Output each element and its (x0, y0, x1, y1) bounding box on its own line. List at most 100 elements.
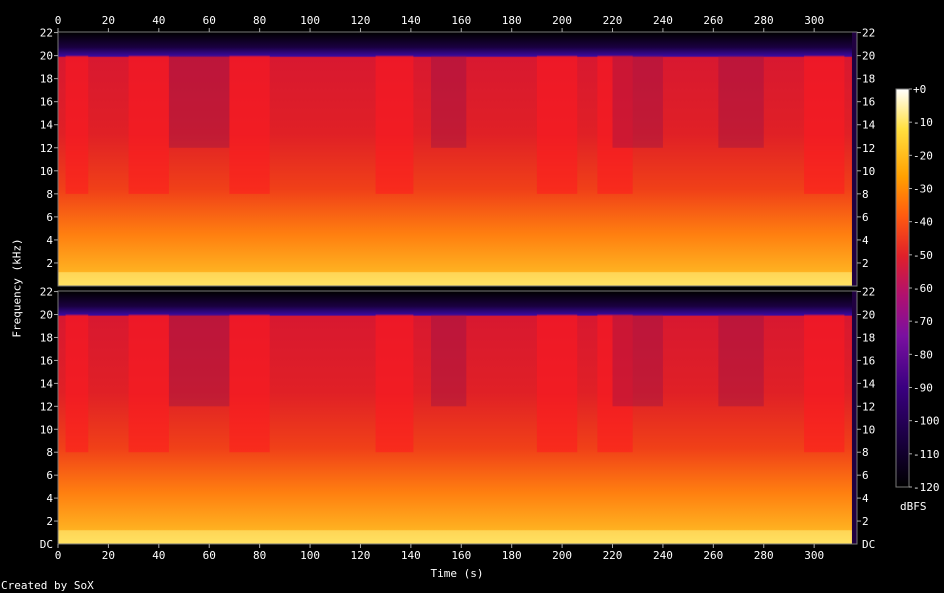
quiet-section-bot-2 (612, 314, 663, 407)
x-tick-label-bottom: 0 (55, 549, 62, 562)
y-tick-label-right: 22 (862, 286, 875, 299)
y-tick-label-right: 2 (862, 515, 869, 528)
x-tick-label-top: 0 (55, 14, 62, 27)
x-axis-label: Time (s) (430, 567, 484, 580)
loud-section-top-0 (65, 55, 89, 194)
y-axis-label: Frequency (kHz) (10, 238, 24, 338)
y-tick-label-left: 4 (46, 234, 53, 247)
colorbar (895, 88, 910, 488)
colorbar-tick-label: -30 (913, 183, 933, 196)
spectrogram-channel-2 (57, 290, 858, 545)
y-tick-label-right: 10 (862, 423, 875, 436)
colorbar-tick-label: -90 (913, 382, 933, 395)
loud-section-top-4 (536, 55, 578, 194)
y-tick-label-left: 2 (46, 257, 53, 270)
y-tick-label-right: 12 (862, 400, 875, 413)
loud-section-top-6 (804, 55, 845, 194)
quiet-section-top-2 (612, 55, 663, 148)
colorbar-tick-label: -20 (913, 149, 933, 162)
x-tick-label-top: 20 (102, 14, 115, 27)
colorbar-unit: dBFS (900, 500, 927, 513)
y-tick-label-right: 4 (862, 234, 869, 247)
y-tick-label-left: 14 (40, 377, 54, 390)
colorbar-tick-label: -60 (913, 282, 933, 295)
x-tick-label-bottom: 220 (603, 549, 623, 562)
y-tick-label-right: 8 (862, 188, 869, 201)
y-tick-label-left: 2 (46, 515, 53, 528)
y-tick-label-right: DC (862, 538, 875, 551)
y-tick-label-right: 22 (862, 27, 875, 40)
loud-section-top-5 (597, 55, 633, 194)
y-tick-label-right: 20 (862, 309, 875, 322)
x-tick-label-bottom: 180 (502, 549, 522, 562)
x-axis-top: 0 20 40 60 80 100 120 140 160 180 200 220 240 260 280 3… (55, 14, 824, 32)
y-tick-label-right: 8 (862, 446, 869, 459)
x-tick-label-bottom: 100 (300, 549, 320, 562)
y-tick-label-left: 16 (40, 96, 53, 109)
colorbar-tick-label: -40 (913, 216, 933, 229)
x-tick-label-top: 260 (703, 14, 723, 27)
y-tick-label-left: 16 (40, 354, 53, 367)
y-tick-label-left: 14 (40, 119, 54, 132)
x-tick-label-top: 120 (351, 14, 371, 27)
low-frequency-band-bot (58, 530, 857, 544)
y-tick-label-right: 18 (862, 73, 875, 86)
colorbar-tick-label: -120 (913, 481, 940, 494)
x-axis-bottom: 0 20 40 60 80 100 120 140 160 180 200 220 240 260 280 3… (55, 544, 824, 562)
x-tick-label-top: 100 (300, 14, 320, 27)
x-tick-label-bottom: 160 (451, 549, 471, 562)
colorbar-tick-label: -10 (913, 116, 933, 129)
fade-out-top (851, 32, 857, 286)
quiet-section-bot-3 (718, 314, 764, 407)
loud-section-bot-3 (375, 314, 414, 453)
y-tick-label-right: 4 (862, 492, 869, 505)
x-tick-label-top: 220 (603, 14, 623, 27)
low-frequency-band-top (58, 272, 857, 286)
quiet-section-top-1 (431, 55, 467, 148)
loud-section-bot-0 (65, 314, 89, 453)
x-tick-label-top: 280 (754, 14, 774, 27)
loud-section-bot-6 (804, 314, 845, 453)
x-tick-label-bottom: 200 (552, 549, 572, 562)
x-tick-label-top: 240 (653, 14, 673, 27)
colorbar-tick-label: -80 (913, 348, 933, 361)
loud-section-bot-2 (229, 314, 270, 453)
y-tick-label-left: 8 (46, 446, 53, 459)
loud-section-top-1 (128, 55, 169, 194)
x-tick-label-bottom: 260 (703, 549, 723, 562)
x-tick-label-bottom: 60 (203, 549, 216, 562)
y-tick-label-right: 10 (862, 165, 875, 178)
x-tick-label-bottom: 140 (401, 549, 421, 562)
loud-section-bot-5 (597, 314, 633, 453)
y-tick-label-right: 16 (862, 96, 875, 109)
y-tick-label-right: 12 (862, 142, 875, 155)
colorbar-tick-label: -110 (913, 448, 940, 461)
y-tick-label-left: DC (40, 538, 53, 551)
x-tick-label-bottom: 300 (804, 549, 824, 562)
y-tick-label-left: 6 (46, 211, 53, 224)
colorbar-tick-label: +0 (913, 83, 926, 96)
y-tick-label-left: 20 (40, 50, 53, 63)
x-tick-label-bottom: 120 (351, 549, 371, 562)
channel-2-frame (57, 290, 858, 545)
x-tick-label-top: 60 (203, 14, 216, 27)
channel-2-spectrum (58, 291, 857, 544)
channel-1-spectrum (58, 32, 857, 286)
credit-text: Created by SoX (1, 579, 94, 592)
quiet-section-bot-1 (431, 314, 467, 407)
quiet-section-top-3 (718, 55, 764, 148)
y-tick-label-left: 8 (46, 188, 53, 201)
x-tick-label-top: 160 (451, 14, 471, 27)
y-tick-label-right: 2 (862, 257, 869, 270)
x-tick-label-bottom: 240 (653, 549, 673, 562)
channel-1-frame (57, 31, 858, 287)
fade-out-bot (851, 291, 857, 544)
y-tick-label-right: 16 (862, 354, 875, 367)
y-tick-label-left: 20 (40, 309, 53, 322)
y-tick-label-left: 10 (40, 423, 53, 436)
y-tick-label-right: 6 (862, 469, 869, 482)
x-tick-label-top: 200 (552, 14, 572, 27)
x-tick-label-top: 180 (502, 14, 522, 27)
colorbar-ticks: +0 -10 -20 -30 -40 -50 -60 -70 -80 -90 -100 -110 -12… (909, 83, 940, 494)
